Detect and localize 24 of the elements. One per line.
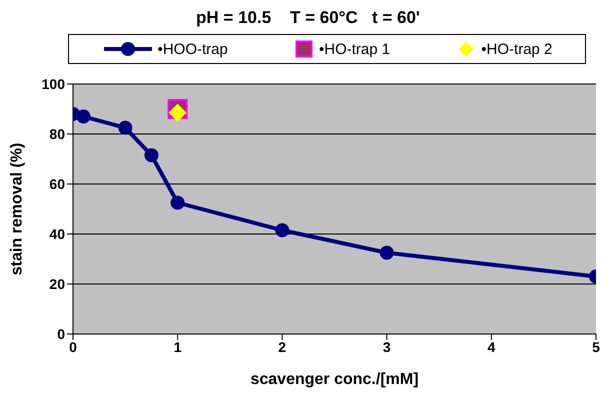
legend-label: •HO-trap 1 [319, 40, 390, 58]
point [168, 104, 187, 122]
x-tick-label: 2 [278, 338, 286, 355]
point [170, 196, 185, 210]
y-tick-label: 80 [49, 126, 66, 142]
x-tick-label: 5 [592, 338, 600, 355]
point [144, 148, 158, 162]
y-tick-label: 20 [49, 276, 66, 292]
x-axis-title: scavenger conc./[mM] [250, 371, 419, 388]
y-axis-title: stain removal (%) [8, 142, 26, 276]
point [76, 110, 90, 124]
y-tick-label: 40 [49, 226, 66, 242]
x-tick-label: 3 [382, 338, 391, 355]
point [118, 120, 132, 135]
y-tick-label: 60 [49, 176, 66, 192]
point [275, 223, 290, 238]
y-tick-label: 0 [57, 326, 66, 342]
legend-label: •HOO-trap [158, 40, 228, 58]
x-tick-label: 1 [174, 338, 182, 355]
chart-title: pH = 10.5 T = 60°C t = 60' [195, 8, 421, 28]
x-tick-label: 4 [488, 338, 496, 355]
y-tick-label: 100 [42, 76, 66, 92]
x-tick-label: 0 [69, 338, 78, 355]
legend-label: •HO-trap 2 [481, 40, 552, 58]
